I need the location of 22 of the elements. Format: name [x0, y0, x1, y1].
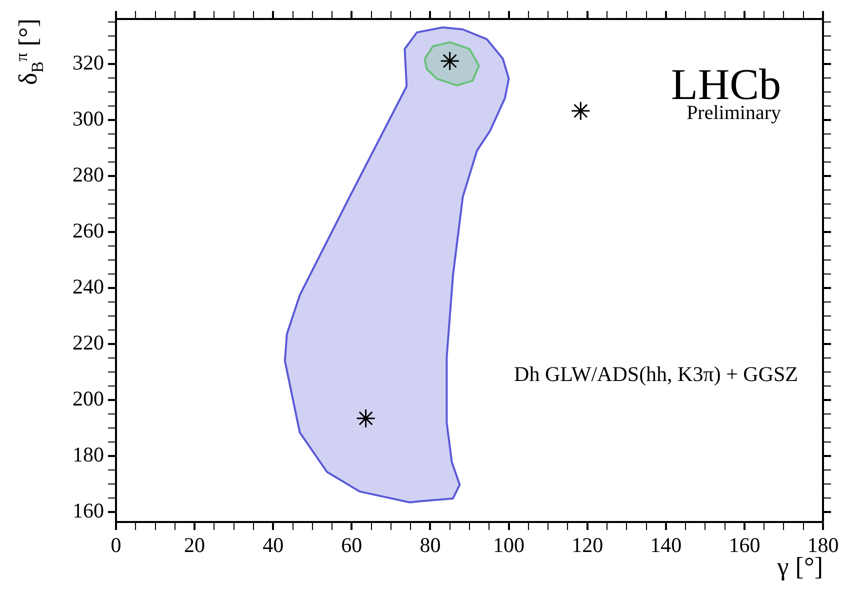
x-tick-label: 160 [728, 533, 760, 558]
y-tick-label: 240 [72, 274, 104, 299]
x-tick-label: 0 [110, 533, 122, 558]
y-tick-label: 160 [72, 498, 104, 523]
y-tick-label: 180 [72, 442, 104, 467]
point [356, 408, 376, 428]
x-tick-label: 40 [262, 533, 284, 558]
x-tick-label: 60 [341, 533, 362, 558]
annotation: Preliminary [686, 102, 781, 124]
x-tick-label: 120 [572, 533, 604, 558]
x-tick-label: 80 [420, 533, 441, 558]
y-tick-label: 320 [72, 50, 104, 74]
y-tick-label: 260 [72, 218, 104, 242]
x-tick-label: 20 [184, 533, 206, 558]
point [570, 101, 590, 121]
y-tick-label: 300 [72, 106, 104, 130]
annotation: Dh GLW/ADS(hh, K3π) + GGSZ [514, 362, 798, 386]
y-tick-label: 220 [72, 330, 104, 355]
y-tick-label: 280 [72, 162, 104, 186]
y-tick-label: 200 [72, 386, 104, 411]
x-tick-label: 140 [650, 533, 682, 558]
x-tick-label: 100 [493, 533, 525, 558]
